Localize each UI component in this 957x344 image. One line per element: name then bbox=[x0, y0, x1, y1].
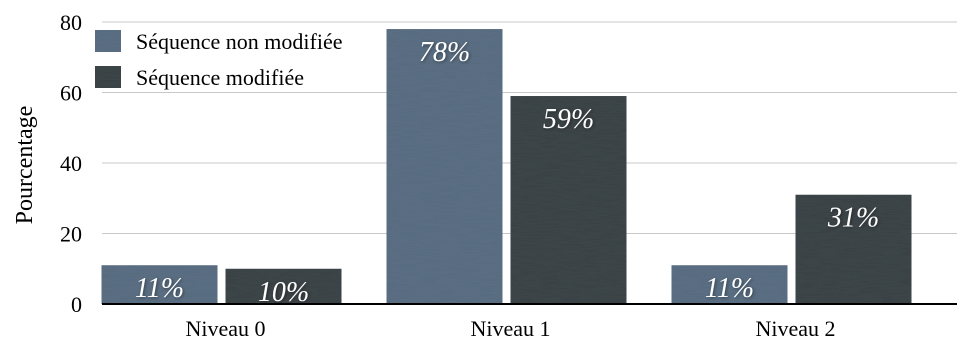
axes: 0 20 40 60 80 Pourcentage Niveau 0 Niveau 1 Nive… bbox=[12, 10, 957, 341]
legend-label: Séquence non modifiée bbox=[136, 29, 343, 54]
y-tick-label: 0 bbox=[71, 292, 82, 317]
bar bbox=[386, 29, 503, 305]
y-tick-label: 80 bbox=[60, 10, 82, 35]
bar-value-label: 78% bbox=[419, 37, 470, 68]
y-axis-title: Pourcentage bbox=[12, 106, 38, 225]
bar bbox=[225, 268, 342, 304]
y-tick-label: 60 bbox=[60, 81, 82, 106]
bars bbox=[101, 29, 912, 305]
bar-value-label: 11% bbox=[135, 273, 184, 304]
bar-value-labels: 11% 10% 78% 59% 11% 31% bbox=[135, 37, 879, 308]
bar-value-label: 11% bbox=[705, 273, 754, 304]
y-tick-label: 20 bbox=[60, 222, 82, 247]
x-tick-label: Niveau 2 bbox=[755, 316, 835, 341]
bar bbox=[671, 265, 788, 304]
bar-value-label: 59% bbox=[543, 104, 594, 135]
y-tick-label: 40 bbox=[60, 151, 82, 176]
bar bbox=[101, 265, 218, 304]
bar bbox=[510, 96, 627, 305]
legend-swatch bbox=[95, 30, 121, 52]
bar-value-label: 31% bbox=[827, 203, 879, 234]
bar-value-label: 10% bbox=[258, 277, 309, 308]
bar bbox=[795, 194, 912, 304]
legend-swatch bbox=[95, 66, 121, 88]
x-tick-label: Niveau 0 bbox=[185, 316, 265, 341]
x-tick-label: Niveau 1 bbox=[470, 316, 550, 341]
legend: Séquence non modifiée Séquence modifiée bbox=[95, 29, 343, 90]
legend-label: Séquence modifiée bbox=[136, 65, 304, 90]
